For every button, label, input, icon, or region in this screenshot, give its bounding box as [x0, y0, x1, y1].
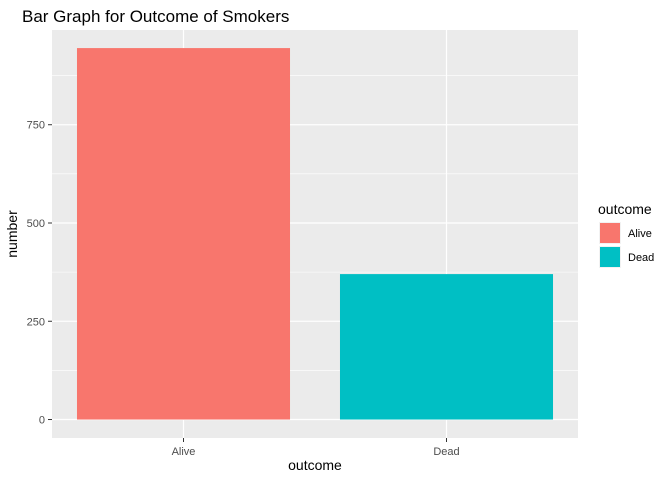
bar-alive: [76, 48, 291, 420]
y-axis-title: number: [4, 210, 20, 258]
y-tick-label: 750: [27, 120, 45, 132]
chart-title: Bar Graph for Outcome of Smokers: [22, 7, 289, 26]
y-tick-label: 0: [39, 415, 45, 427]
x-axis-title: outcome: [288, 457, 342, 473]
bar-dead: [339, 274, 554, 420]
bars: [76, 48, 554, 420]
legend-key-alive: [600, 223, 620, 243]
y-tick-label: 500: [27, 218, 45, 230]
y-tick-label: 250: [27, 316, 45, 328]
x-tick-label: Dead: [433, 446, 459, 458]
legend: outcome Alive Dead: [598, 201, 654, 268]
legend-key-dead: [600, 247, 620, 267]
legend-label-dead: Dead: [628, 252, 654, 264]
legend-label-alive: Alive: [628, 228, 652, 240]
y-axis-ticks: 0 250 500 750: [27, 120, 52, 427]
x-axis-ticks: Alive Dead: [172, 438, 460, 458]
legend-title: outcome: [598, 201, 652, 217]
x-tick-label: Alive: [172, 446, 196, 458]
